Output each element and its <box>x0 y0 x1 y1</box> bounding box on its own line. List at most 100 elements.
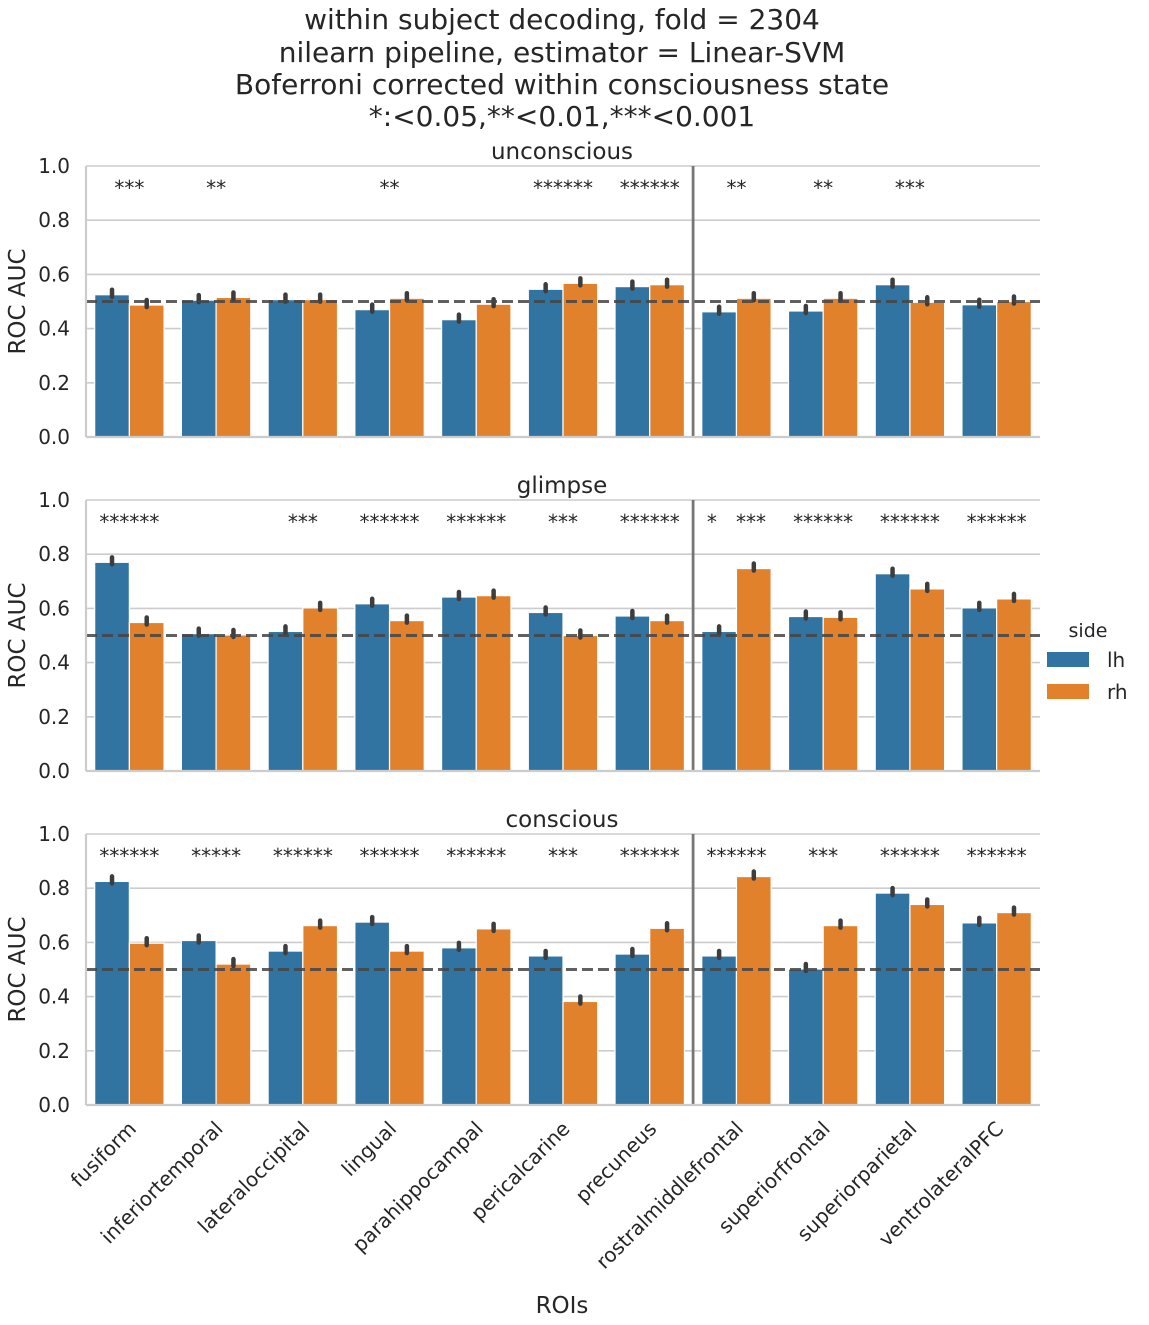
significance-label: *** <box>114 176 144 200</box>
y-tick-label: 1.0 <box>38 154 70 178</box>
significance-label: ****** <box>620 510 680 534</box>
panel-title: glimpse <box>517 473 608 499</box>
y-tick-label: 0.2 <box>38 705 70 729</box>
bar-rh-parahippocampal <box>475 303 512 438</box>
bar-lh-lateraloccipital <box>267 630 304 772</box>
title-line-2: nilearn pipeline, estimator = Linear-SVM <box>279 36 846 69</box>
bar-rh-lingual <box>388 297 425 438</box>
y-tick-label: 0.4 <box>38 317 70 341</box>
y-tick-label: 0.4 <box>38 985 70 1009</box>
bar-lh-superiorparietal <box>874 284 911 438</box>
bar-lh-lateraloccipital <box>267 950 304 1106</box>
significance-label: *** <box>808 844 838 868</box>
significance-label: ****** <box>446 844 506 868</box>
y-tick-label: 0.8 <box>38 876 70 900</box>
bar-lh-pericalcarine <box>527 955 564 1106</box>
x-tick-label-lingual: lingual <box>337 1117 401 1181</box>
significance-label: ****** <box>706 844 766 868</box>
significance-label: ****** <box>967 510 1027 534</box>
y-axis-label: ROC AUC <box>5 582 31 688</box>
bar-rh-fusiform <box>128 621 165 772</box>
bar-rh-precuneus <box>649 619 686 772</box>
x-tick-label-fusiform: fusiform <box>66 1117 141 1192</box>
figure-title: within subject decoding, fold = 2304 nil… <box>235 3 889 133</box>
significance-label: ** <box>813 176 833 200</box>
significance-label: * *** <box>707 510 766 534</box>
significance-label: ** <box>726 176 746 200</box>
bar-rh-superiorfrontal <box>822 297 859 438</box>
bar-rh-precuneus <box>649 284 686 438</box>
x-axis-label: ROIs <box>536 1293 589 1319</box>
bar-rh-fusiform <box>128 304 165 438</box>
y-tick-label: 0.6 <box>38 262 70 286</box>
bar-lh-lingual <box>354 603 391 772</box>
bar-rh-pericalcarine <box>562 1000 599 1106</box>
title-line-4: *:<0.05,**<0.01,***<0.001 <box>369 100 755 133</box>
significance-label: ****** <box>273 844 333 868</box>
y-tick-label: 0.0 <box>38 425 70 449</box>
bar-lh-parahippocampal <box>440 596 477 772</box>
legend-label-rh: rh <box>1107 680 1128 704</box>
significance-label: ****** <box>967 844 1027 868</box>
bar-rh-inferiortemporal <box>215 963 252 1106</box>
bar-lh-inferiortemporal <box>180 632 217 772</box>
bar-lh-ventrolateralpfc <box>961 607 998 772</box>
bar-rh-ventrolateralpfc <box>996 911 1032 1106</box>
bar-rh-superiorfrontal <box>822 924 859 1106</box>
bar-lh-inferiortemporal <box>180 299 217 438</box>
bar-lh-pericalcarine <box>527 288 564 438</box>
panel-title: conscious <box>506 807 619 833</box>
y-tick-label: 0.8 <box>38 542 70 566</box>
bar-rh-parahippocampal <box>475 595 512 772</box>
bar-lh-fusiform <box>94 294 130 438</box>
bar-rh-ventrolateralpfc <box>996 300 1032 438</box>
bar-lh-superiorfrontal <box>787 968 824 1106</box>
panel-conscious: 0.00.20.40.60.81.0****** ***** ****** *****… <box>5 807 1040 1117</box>
y-tick-label: 0.0 <box>38 759 70 783</box>
panel-glimpse: 0.00.20.40.60.81.0****** *** ****** ****** *… <box>5 473 1040 783</box>
significance-label: ****** <box>360 844 420 868</box>
bar-rh-parahippocampal <box>475 928 512 1106</box>
bar-rh-superiorparietal <box>909 903 946 1106</box>
bar-rh-superiorparietal <box>909 301 946 438</box>
bar-lh-precuneus <box>614 953 651 1106</box>
significance-label: ***** <box>191 844 241 868</box>
panel-title: unconscious <box>491 139 633 165</box>
bar-lh-superiorfrontal <box>787 310 824 438</box>
bar-lh-precuneus <box>614 286 651 438</box>
bar-lh-superiorparietal <box>874 892 911 1106</box>
bar-lh-fusiform <box>94 561 130 772</box>
legend-label-lh: lh <box>1107 648 1125 672</box>
bar-lh-fusiform <box>94 880 130 1106</box>
panels-layer: 0.00.20.40.60.81.0*** ** ** ****** ****** ** *… <box>5 139 1040 1117</box>
significance-label: ****** <box>880 510 940 534</box>
significance-label: ****** <box>620 844 680 868</box>
x-tick-label-rostralmiddlefrontal: rostralmiddlefrontal <box>591 1117 748 1274</box>
bar-lh-rostralmiddlefrontal <box>701 311 738 438</box>
bar-lh-precuneus <box>614 615 651 772</box>
y-tick-label: 1.0 <box>38 488 70 512</box>
significance-label: *** <box>895 176 925 200</box>
bar-rh-pericalcarine <box>562 282 599 438</box>
significance-label: ****** <box>620 176 680 200</box>
panel-unconscious: 0.00.20.40.60.81.0*** ** ** ****** ****** ** *… <box>5 139 1040 449</box>
bar-lh-lingual <box>354 309 391 438</box>
bar-rh-pericalcarine <box>562 634 599 772</box>
bar-lh-rostralmiddlefrontal <box>701 630 738 772</box>
bar-rh-rostralmiddlefrontal <box>735 567 772 772</box>
significance-label: ****** <box>880 844 940 868</box>
bar-lh-rostralmiddlefrontal <box>701 955 738 1106</box>
bar-rh-lingual <box>388 950 425 1106</box>
bar-lh-parahippocampal <box>440 319 477 438</box>
y-tick-label: 0.2 <box>38 371 70 395</box>
bar-lh-superiorparietal <box>874 573 911 772</box>
y-axis-label: ROC AUC <box>5 248 31 354</box>
bar-rh-rostralmiddlefrontal <box>735 875 772 1106</box>
significance-label: ****** <box>99 510 159 534</box>
bar-lh-ventrolateralpfc <box>961 304 998 438</box>
significance-label: ****** <box>446 510 506 534</box>
bar-rh-ventrolateralpfc <box>996 598 1032 772</box>
x-tick-labels: fusiforminferiortemporallateraloccipital… <box>66 1117 1008 1274</box>
y-tick-label: 0.4 <box>38 651 70 675</box>
